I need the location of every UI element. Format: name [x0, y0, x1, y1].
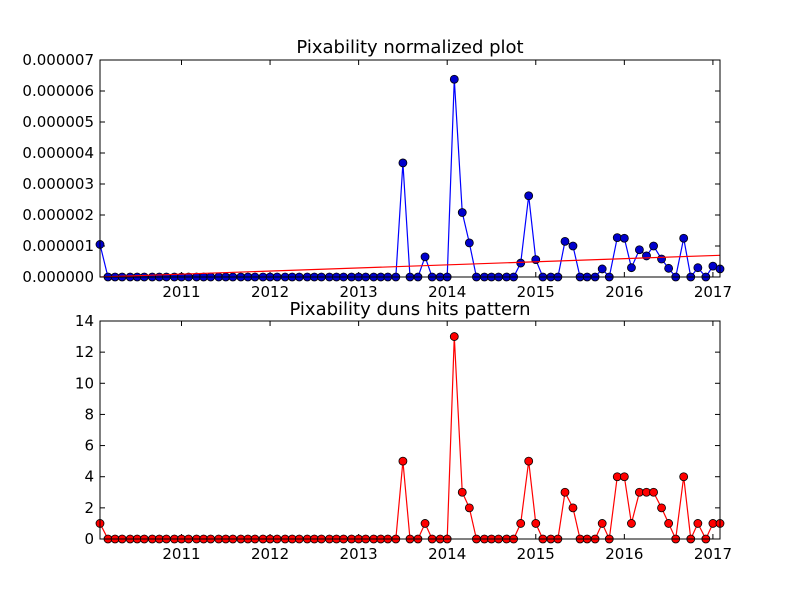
normalized-data-point: [597, 264, 607, 274]
duns-hits-data-point: [457, 487, 467, 497]
duns-hits-xtick-label: 2014: [428, 545, 466, 563]
normalized-ytick-label: 0.000001: [22, 237, 94, 255]
duns-hits-data-point: [664, 519, 674, 528]
duns-hits-xtick-label: 2017: [694, 545, 732, 563]
normalized-data-point: [398, 158, 408, 168]
duns-hits-data-point: [464, 503, 474, 513]
duns-hits-data-point: [597, 519, 607, 528]
normalized-data-point: [664, 263, 674, 273]
normalized-xtick-label: 2017: [694, 283, 732, 301]
duns-hits-xtick-label: 2013: [340, 545, 378, 563]
normalized-plot-title: Pixability normalized plot: [296, 37, 523, 58]
duns-hits-xtick-label: 2015: [517, 545, 555, 563]
duns-hits-data-point: [516, 519, 526, 528]
duns-hits-data-point: [657, 503, 666, 513]
normalized-data-point: [420, 252, 430, 262]
normalized-data-point: [449, 74, 459, 84]
duns-hits-data-point: [568, 503, 578, 513]
normalized-data-point: [649, 241, 658, 251]
normalized-data-point: [619, 233, 629, 243]
normalized-ytick-label: 0.000003: [22, 175, 94, 193]
duns-hits-title: Pixability duns hits pattern: [289, 299, 530, 320]
normalized-ytick-label: 0.000002: [22, 206, 94, 224]
normalized-data-point: [679, 233, 689, 243]
duns-hits-panel: Pixability duns hits pattern 0 2 4 6 8 10 12 14…: [75, 299, 732, 563]
duns-hits-frame: [99, 320, 721, 540]
normalized-data-point: [457, 208, 467, 217]
duns-hits-xtick-label: 2012: [251, 545, 289, 563]
normalized-xtick-label: 2012: [251, 283, 289, 301]
duns-hits-data-point: [524, 456, 534, 466]
duns-hits-ytick-label: 4: [84, 468, 94, 486]
duns-hits-data-point: [398, 456, 408, 466]
duns-hits-ytick-label: 10: [75, 374, 94, 392]
normalized-xtick-label: 2013: [340, 283, 378, 301]
duns-hits-data-point: [693, 519, 703, 528]
duns-hits-data-point: [420, 519, 430, 528]
duns-hits-data-point: [627, 519, 636, 528]
normalized-data-point: [635, 245, 644, 255]
normalized-ytick-label: 0.000006: [22, 82, 94, 100]
normalized-ytick-label: 0.000004: [22, 144, 94, 162]
normalized-trend-line: [99, 254, 721, 278]
duns-hits-ytick-label: 2: [84, 499, 94, 517]
normalized-data-point: [524, 191, 534, 201]
normalized-plot-panel: Pixability normalized plot 0.000000 0.000…: [22, 37, 732, 301]
duns-hits-data-point: [560, 487, 570, 497]
normalized-plot-frame: [99, 59, 721, 278]
duns-hits-data-point: [531, 519, 541, 528]
normalized-ytick-label: 0.000005: [22, 113, 94, 131]
normalized-xtick-label: 2014: [428, 283, 466, 301]
normalized-data-point: [642, 251, 651, 261]
normalized-xtick-label: 2016: [605, 283, 643, 301]
normalized-ytick-label: 0.000007: [22, 51, 94, 69]
duns-hits-data-point: [679, 472, 689, 482]
duns-hits-ytick-label: 14: [75, 312, 94, 330]
normalized-data-point: [693, 263, 703, 273]
normalized-data-point: [464, 238, 474, 248]
duns-hits-data-point: [449, 332, 459, 341]
normalized-data-point: [627, 263, 636, 273]
normalized-data-point: [560, 236, 570, 246]
normalized-data-point: [657, 254, 666, 264]
duns-hits-ytick-label: 8: [84, 405, 94, 423]
normalized-xtick-label: 2011: [162, 283, 200, 301]
duns-hits-data-point: [619, 472, 629, 482]
normalized-ytick-label: 0.000000: [22, 268, 94, 286]
normalized-data-point: [516, 258, 526, 268]
normalized-data-point: [568, 241, 578, 251]
normalized-xtick-label: 2015: [517, 283, 555, 301]
duns-hits-xtick-label: 2011: [162, 545, 200, 563]
duns-hits-xtick-label: 2016: [605, 545, 643, 563]
duns-hits-ytick-label: 12: [75, 343, 94, 361]
duns-hits-ytick-label: 0: [84, 530, 94, 548]
duns-hits-ytick-label: 6: [84, 437, 94, 455]
duns-hits-data-point: [649, 487, 658, 497]
